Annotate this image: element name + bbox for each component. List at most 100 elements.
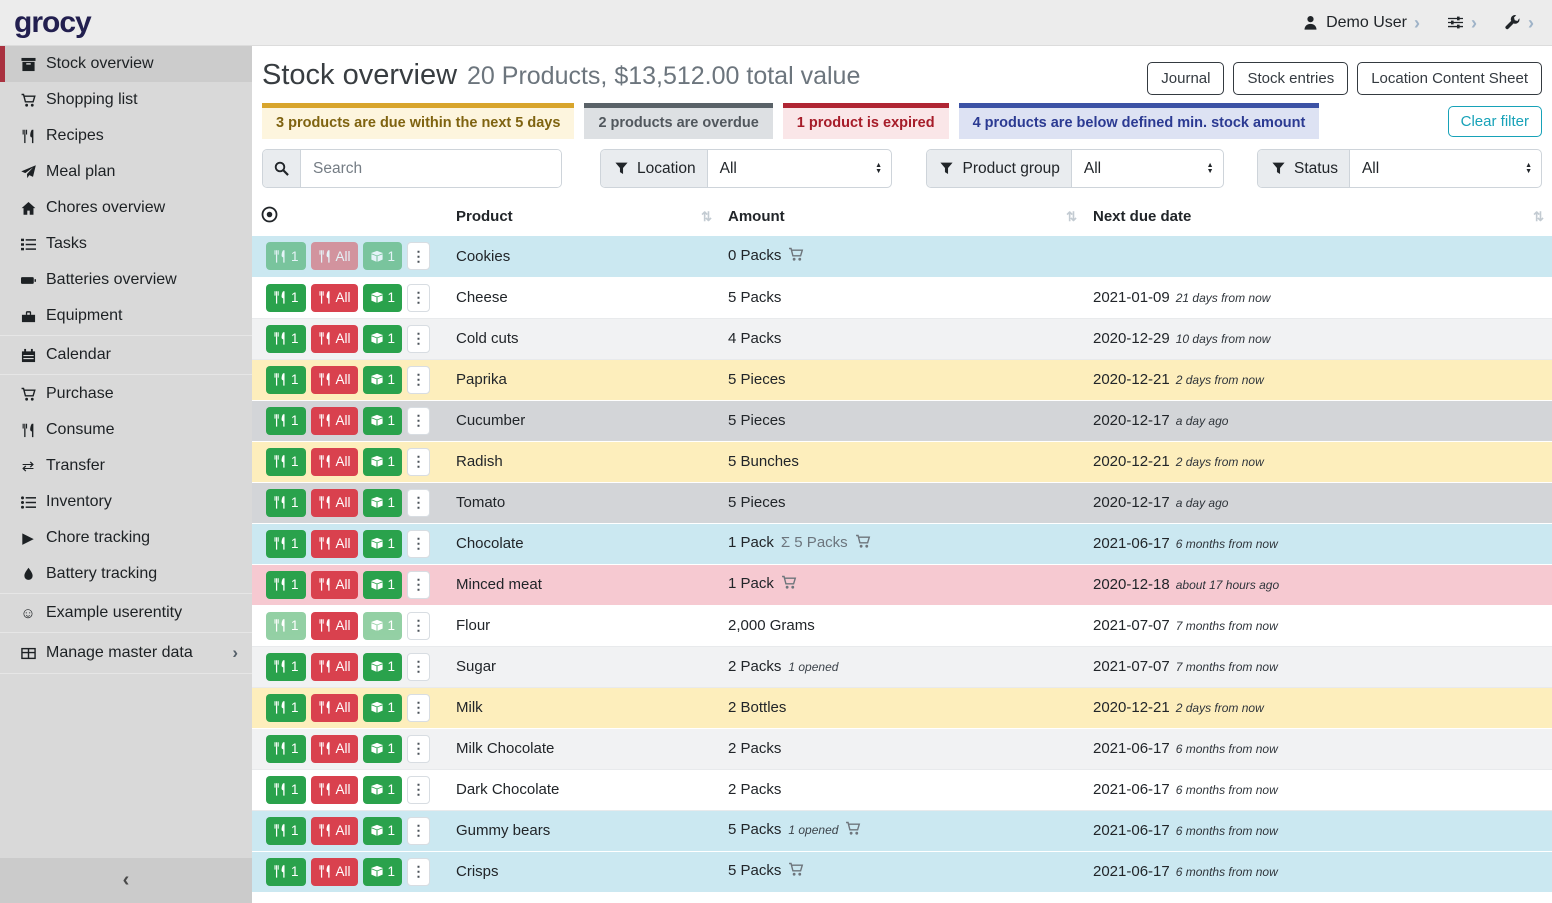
sort-icon[interactable]: ⇅ [1533,208,1544,224]
consume-all-button[interactable]: All [310,406,358,435]
product-group-select[interactable]: All ▲ ▼ [1072,150,1223,187]
shopping-cart-icon[interactable] [788,862,804,881]
stock-entries-button[interactable]: Stock entries [1233,62,1349,95]
shopping-cart-icon[interactable] [855,534,871,553]
settings-menu[interactable]: › [1446,14,1477,32]
sidebar-item-chores-overview[interactable]: Chores overview [0,190,252,226]
open-one-button[interactable]: 1 [362,447,403,476]
consume-all-button[interactable]: All [310,365,358,394]
row-menu-button[interactable]: ⋮ [407,365,431,394]
open-one-button[interactable]: 1 [362,324,403,353]
status-select[interactable]: All ▲ ▼ [1350,150,1541,187]
row-menu-button[interactable]: ⋮ [407,447,431,476]
column-visibility-header[interactable] [252,200,448,236]
row-menu-button[interactable]: ⋮ [407,570,431,599]
column-header-next-due-date[interactable]: Next due date ⇅ [1085,200,1552,236]
consume-all-button[interactable]: All [310,242,358,271]
shopping-cart-icon[interactable] [781,575,797,594]
row-menu-button[interactable]: ⋮ [407,652,431,681]
sidebar-item-stock-overview[interactable]: Stock overview [0,46,252,82]
consume-all-button[interactable]: All [310,816,358,845]
location-select[interactable]: All ▲ ▼ [708,150,891,187]
open-one-button[interactable]: 1 [362,734,403,763]
consume-all-button[interactable]: All [310,529,358,558]
open-one-button[interactable]: 1 [362,857,403,886]
row-menu-button[interactable]: ⋮ [407,283,431,312]
column-header-product[interactable]: Product ⇅ [448,200,720,236]
open-one-button[interactable]: 1 [362,611,403,640]
consume-one-button[interactable]: 1 [266,488,306,517]
consume-one-button[interactable]: 1 [266,365,306,394]
row-menu-button[interactable]: ⋮ [407,529,431,558]
consume-all-button[interactable]: All [310,324,358,353]
sidebar-item-battery-tracking[interactable]: Battery tracking [0,556,252,592]
shopping-cart-icon[interactable] [845,821,861,840]
app-logo[interactable]: grocy [14,5,92,39]
consume-all-button[interactable]: All [310,488,358,517]
consume-all-button[interactable]: All [310,570,358,599]
consume-all-button[interactable]: All [310,775,358,804]
sidebar-item-meal-plan[interactable]: Meal plan [0,154,252,190]
consume-all-button[interactable]: All [310,447,358,476]
sidebar-item-transfer[interactable]: ⇄ Transfer [0,448,252,484]
sidebar-item-batteries-overview[interactable]: Batteries overview [0,262,252,298]
consume-one-button[interactable]: 1 [266,283,306,312]
row-menu-button[interactable]: ⋮ [407,734,431,763]
open-one-button[interactable]: 1 [362,775,403,804]
consume-one-button[interactable]: 1 [266,775,306,804]
sidebar-item-purchase[interactable]: Purchase [0,376,252,412]
sidebar-item-calendar[interactable]: Calendar [0,337,252,373]
row-menu-button[interactable]: ⋮ [407,242,431,271]
open-one-button[interactable]: 1 [362,242,403,271]
consume-one-button[interactable]: 1 [266,324,306,353]
consume-one-button[interactable]: 1 [266,242,306,271]
row-menu-button[interactable]: ⋮ [407,775,431,804]
journal-button[interactable]: Journal [1147,62,1225,95]
sidebar-item-chore-tracking[interactable]: ▶ Chore tracking [0,520,252,556]
consume-all-button[interactable]: All [310,611,358,640]
open-one-button[interactable]: 1 [362,816,403,845]
sidebar-item-example-userentity[interactable]: ☺ Example userentity [0,595,252,631]
open-one-button[interactable]: 1 [362,693,403,722]
consume-all-button[interactable]: All [310,857,358,886]
sidebar-item-recipes[interactable]: Recipes [0,118,252,154]
consume-one-button[interactable]: 1 [266,857,306,886]
consume-one-button[interactable]: 1 [266,447,306,476]
open-one-button[interactable]: 1 [362,406,403,435]
row-menu-button[interactable]: ⋮ [407,488,431,517]
sidebar-item-equipment[interactable]: Equipment [0,298,252,334]
consume-one-button[interactable]: 1 [266,734,306,763]
open-one-button[interactable]: 1 [362,488,403,517]
sort-icon[interactable]: ⇅ [701,208,712,224]
sort-icon[interactable]: ⇅ [1066,208,1077,224]
column-header-amount[interactable]: Amount ⇅ [720,200,1085,236]
user-menu[interactable]: Demo User › [1301,14,1420,32]
row-menu-button[interactable]: ⋮ [407,816,431,845]
sidebar-item-manage-master-data[interactable]: Manage master data › [0,634,252,672]
clear-filter-button[interactable]: Clear filter [1447,105,1542,137]
consume-one-button[interactable]: 1 [266,816,306,845]
open-one-button[interactable]: 1 [362,365,403,394]
sidebar-item-shopping-list[interactable]: Shopping list [0,82,252,118]
row-menu-button[interactable]: ⋮ [407,406,431,435]
sidebar-item-inventory[interactable]: Inventory [0,484,252,520]
consume-one-button[interactable]: 1 [266,406,306,435]
row-menu-button[interactable]: ⋮ [407,611,431,640]
consume-one-button[interactable]: 1 [266,693,306,722]
open-one-button[interactable]: 1 [362,652,403,681]
row-menu-button[interactable]: ⋮ [407,324,431,353]
consume-all-button[interactable]: All [310,734,358,763]
sidebar-collapse-button[interactable]: ‹ [0,858,252,903]
open-one-button[interactable]: 1 [362,570,403,599]
consume-one-button[interactable]: 1 [266,652,306,681]
row-menu-button[interactable]: ⋮ [407,857,431,886]
consume-one-button[interactable]: 1 [266,529,306,558]
admin-menu[interactable]: › [1503,14,1534,32]
sidebar-item-consume[interactable]: Consume [0,412,252,448]
search-input[interactable] [301,150,561,187]
consume-one-button[interactable]: 1 [266,570,306,599]
open-one-button[interactable]: 1 [362,283,403,312]
consume-all-button[interactable]: All [310,693,358,722]
shopping-cart-icon[interactable] [788,247,804,266]
row-menu-button[interactable]: ⋮ [407,693,431,722]
